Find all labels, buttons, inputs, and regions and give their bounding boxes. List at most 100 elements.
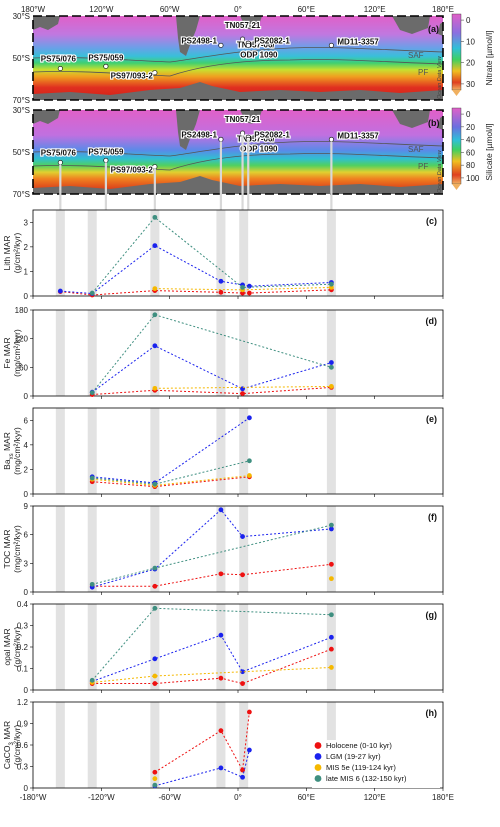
site-label: PS97/093-2 — [111, 166, 154, 175]
panel-e: 0 2 4 6 Baxs MAR (mg/cm²/kyr) (e) — [2, 407, 444, 499]
data-point — [246, 290, 252, 296]
highlight-band — [216, 210, 226, 296]
front-pf-b — [32, 153, 444, 171]
map-a-front-saf: SAF — [408, 51, 424, 60]
panel-d: 0 60 120 180 Fe MAR (mg/cm²/kyr) (d) — [2, 306, 444, 401]
y-tick-label: 0.3 — [17, 622, 29, 631]
map-lat-tick: 30°S — [13, 12, 30, 21]
data-point — [218, 278, 224, 284]
data-point — [240, 534, 245, 539]
site-marker — [218, 42, 224, 48]
y-tick-label: 3 — [24, 218, 29, 227]
series-line — [60, 245, 332, 295]
series-line — [92, 476, 250, 488]
x-tick-label: -180°W — [20, 793, 47, 802]
map-lon-tick: 60°E — [298, 5, 315, 14]
land-south-america-b — [176, 110, 200, 150]
series-line — [91, 345, 332, 393]
data-point — [89, 677, 95, 683]
data-point — [218, 765, 224, 771]
data-point — [328, 526, 334, 532]
site-marker — [245, 42, 251, 48]
y-axis-unit: (g/cm²/kyr) — [12, 725, 22, 766]
data-point — [218, 675, 224, 681]
colorbar-a-arrow — [452, 90, 461, 96]
y-tick-label: 0.4 — [17, 600, 29, 609]
y-tick-label: 0.1 — [17, 665, 29, 674]
highlight-band — [216, 506, 226, 592]
highlight-band — [326, 210, 336, 296]
front-saf-b — [32, 141, 444, 157]
land-australia-east — [392, 16, 430, 34]
colorbar-tick-label: 0 — [466, 110, 471, 119]
highlight-band — [55, 702, 65, 788]
data-point — [240, 669, 245, 675]
map-lat-tick: 50°S — [13, 148, 30, 157]
land-australia-b — [33, 110, 60, 124]
legend-label: Holocene (0-10 kyr) — [326, 741, 392, 750]
data-point — [240, 681, 245, 686]
highlight-band — [326, 408, 336, 494]
land-antarctica — [33, 82, 443, 100]
y-tick-label: 4 — [24, 441, 29, 450]
data-point — [152, 656, 158, 662]
panel-label: (c) — [426, 216, 437, 226]
site-label: MD11-3357 — [337, 37, 379, 46]
map-b-axes: 30°S 50°S 70°S — [13, 106, 30, 199]
data-point — [246, 415, 252, 421]
data-point — [218, 571, 224, 577]
highlight-band — [150, 506, 160, 592]
land-australia — [33, 16, 60, 30]
highlight-band — [87, 310, 97, 396]
y-axis-label: opal MAR — [2, 628, 12, 665]
map-a-panel-label: (a) — [428, 24, 439, 34]
legend-label: late MIS 6 (132-150 kyr) — [326, 774, 407, 783]
data-point — [218, 632, 224, 638]
series-line — [91, 314, 332, 393]
map-lat-tick: 70°S — [13, 96, 30, 105]
data-point — [240, 285, 245, 290]
y-tick-label: 1.2 — [17, 698, 29, 707]
front-pf-a — [32, 59, 444, 77]
land-africa — [240, 16, 262, 30]
y-tick-label: 3 — [24, 559, 29, 568]
y-tick-label: 6 — [24, 531, 29, 540]
panel-label: (e) — [426, 414, 437, 424]
y-tick-label: 0.6 — [17, 741, 29, 750]
map-lon-tick: 180°E — [432, 5, 454, 14]
y-tick-label: 2 — [24, 243, 29, 252]
colorbar-tick-label: 40 — [466, 136, 475, 145]
colorbar-a-label: Nitrate [µmol/l] — [484, 31, 494, 86]
series-line — [92, 634, 332, 682]
colorbar-b — [451, 107, 462, 185]
site-marker — [328, 42, 334, 48]
map-lon-tick: 0° — [234, 5, 242, 14]
highlight-band — [150, 702, 160, 788]
data-point — [246, 458, 252, 464]
y-tick-label: 180 — [15, 306, 29, 315]
y-axis-unit: (g/cm²/kyr) — [12, 233, 22, 274]
data-point — [152, 385, 158, 391]
land-south-america — [176, 16, 200, 56]
y-tick-label: 9 — [24, 502, 29, 511]
x-tick-label: -120°W — [88, 793, 115, 802]
map-a-axes: 30°S 50°S 70°S 180°W 120°W 60°W 0° 60°E 120°E 180… — [13, 5, 454, 105]
panel-label: (d) — [426, 316, 438, 326]
land-antarctica-b — [33, 176, 443, 194]
site-label: TN057-06/ — [237, 134, 276, 143]
panel-label: (f) — [428, 512, 437, 522]
data-point — [152, 286, 158, 292]
site-label: PS2082-1 — [254, 130, 290, 139]
site-label: TN057-21 — [225, 21, 261, 30]
map-lon-tick: 60°W — [160, 5, 180, 14]
y-axis-unit: (g/cm²/kyr) — [12, 627, 22, 668]
site-marker — [57, 66, 63, 72]
highlight-band — [87, 702, 97, 788]
data-point — [328, 281, 334, 287]
site-marker — [218, 136, 224, 142]
y-tick-label: 1 — [24, 267, 29, 276]
data-point — [152, 776, 158, 782]
data-point — [89, 581, 95, 587]
data-point — [152, 605, 158, 611]
data-point — [328, 665, 334, 670]
